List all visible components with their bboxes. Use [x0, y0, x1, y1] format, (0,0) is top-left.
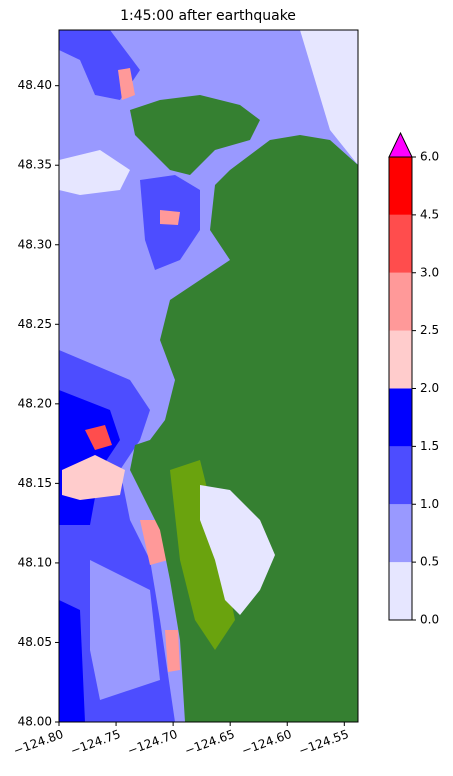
y-tick-label: 48.30	[18, 237, 52, 251]
x-tick-label: −124.70	[126, 727, 180, 758]
y-tick-label: 48.05	[18, 635, 52, 649]
x-tick-label: −124.65	[183, 727, 237, 758]
colorbar-tick-label: 2.5	[420, 323, 439, 337]
y-tick-label: 48.20	[18, 396, 52, 410]
plot-frame	[58, 29, 359, 723]
map	[59, 30, 358, 722]
colorbar-band	[389, 272, 412, 331]
y-tick-label: 48.40	[18, 78, 52, 92]
colorbar-tick-label: 4.5	[420, 207, 439, 221]
colorbar-tick-label: 3.0	[420, 265, 439, 279]
inundation	[85, 425, 112, 450]
inundation	[118, 68, 135, 100]
colorbar-tick-label: 0.0	[420, 613, 439, 627]
water	[59, 600, 85, 722]
x-tick-label: −124.75	[69, 727, 123, 758]
lagoon	[200, 485, 275, 615]
chart-title: 1:45:00 after earthquake	[120, 8, 296, 24]
colorbar-band	[389, 562, 412, 620]
x-tick-label: −124.80	[12, 727, 66, 758]
y-tick-label: 48.00	[18, 715, 52, 729]
colorbar-tick-label: 1.0	[420, 497, 439, 511]
water	[300, 30, 358, 165]
colorbar-band	[389, 388, 412, 447]
water	[90, 560, 160, 700]
colorbar-band	[389, 157, 412, 215]
x-tick-label: −124.55	[297, 727, 351, 758]
y-tick-label: 48.15	[18, 476, 52, 490]
colorbar-tick-label: 6.0	[420, 150, 439, 164]
colorbar-tick-label: 1.5	[420, 439, 439, 453]
inundation	[62, 455, 125, 500]
y-tick-label: 48.25	[18, 317, 52, 331]
y-tick-label: 48.35	[18, 158, 52, 172]
colorbar-band	[389, 330, 412, 389]
colorbar-band	[389, 504, 412, 563]
inundation	[165, 630, 180, 672]
inundation	[160, 210, 180, 225]
colorbar-band	[389, 214, 412, 273]
water	[59, 150, 130, 195]
land	[130, 95, 260, 175]
colorbar-tick-label: 0.5	[420, 555, 439, 569]
colorbar-tick-label: 2.0	[420, 381, 439, 395]
colorbar-extend	[388, 131, 413, 158]
y-tick-label: 48.10	[18, 555, 52, 569]
colorbar-band	[389, 446, 412, 505]
lowland	[170, 460, 235, 650]
x-tick-label: −124.60	[240, 727, 294, 758]
